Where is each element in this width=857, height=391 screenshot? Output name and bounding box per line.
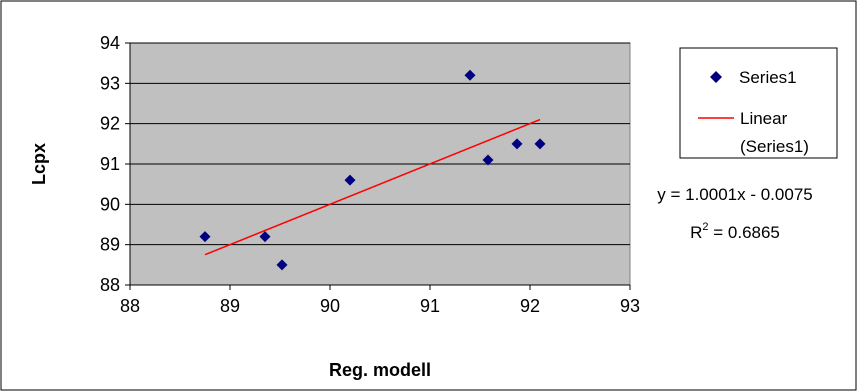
r-squared-value: = 0.6865: [709, 223, 780, 242]
trendline-r-squared: R2 = 0.6865: [690, 221, 780, 242]
data-point: [511, 138, 523, 150]
legend-trendline-label-line2: (Series1): [740, 137, 809, 156]
y-tick-label: 93: [100, 73, 120, 93]
data-points: [199, 69, 546, 271]
x-tick-label: 91: [420, 296, 440, 316]
legend-trendline-label-line1: Linear: [740, 109, 788, 128]
data-point: [344, 174, 356, 186]
x-tick-label: 92: [520, 296, 540, 316]
legend-series1-marker: [710, 71, 722, 83]
data-point: [259, 231, 271, 243]
r-squared-symbol: R: [690, 223, 702, 242]
data-point: [534, 138, 546, 150]
x-tick-label: 88: [120, 296, 140, 316]
data-point: [199, 231, 211, 243]
x-tick-label: 90: [320, 296, 340, 316]
data-point: [464, 69, 476, 81]
x-tick-label: 89: [220, 296, 240, 316]
legend: Series1 Linear (Series1): [679, 47, 838, 159]
y-tick-label: 88: [100, 275, 120, 295]
y-axis-title: Lcpx: [29, 143, 49, 185]
legend-box: [679, 47, 838, 159]
y-tick-label: 89: [100, 235, 120, 255]
grid-lines: [130, 42, 630, 246]
y-tick-label: 90: [100, 194, 120, 214]
y-tick-label: 94: [100, 33, 120, 53]
x-tick-label: 93: [620, 296, 640, 316]
data-point: [276, 259, 288, 271]
tick-labels: 88 89 90 91 92 93 94 88 89 90 91 92 93: [100, 33, 640, 316]
r-squared-superscript: 2: [702, 221, 708, 233]
trendline-layer: [204, 118, 541, 256]
trendline: [204, 118, 541, 256]
data-point: [482, 154, 494, 166]
x-axis-title: Reg. modell: [329, 360, 431, 380]
y-tick-label: 91: [100, 154, 120, 174]
trendline-equation: y = 1.0001x - 0.0075: [657, 185, 812, 204]
axes: [125, 42, 631, 290]
y-tick-label: 92: [100, 114, 120, 134]
legend-series1-label: Series1: [739, 68, 797, 87]
